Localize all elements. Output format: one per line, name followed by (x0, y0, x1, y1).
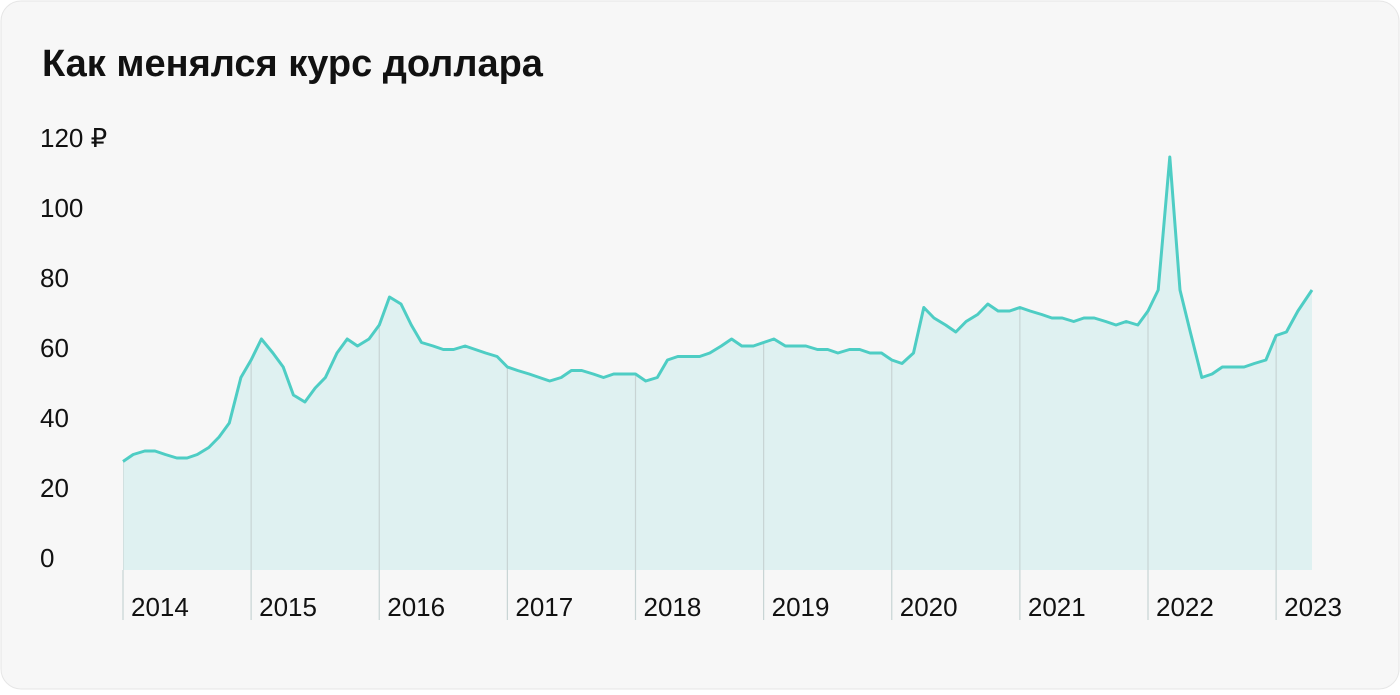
y-tick-label: 100 (40, 193, 83, 223)
y-tick-label: 80 (40, 263, 69, 293)
x-tick-label: 2015 (259, 592, 317, 622)
y-tick-label: 20 (40, 473, 69, 503)
x-tick-label: 2014 (131, 592, 189, 622)
y-tick-label: 120 ₽ (40, 123, 107, 153)
area (123, 157, 1312, 570)
y-tick-label: 40 (40, 403, 69, 433)
x-tick-label: 2020 (900, 592, 958, 622)
line (122, 155, 1314, 463)
y-tick-label: 60 (40, 333, 69, 363)
x-tick-label: 2016 (387, 592, 445, 622)
x-tick-label: 2023 (1284, 592, 1342, 622)
x-tick-label: 2017 (515, 592, 573, 622)
y-tick-label: 0 (40, 543, 54, 573)
x-tick-label: 2021 (1028, 592, 1086, 622)
x-tick-label: 2022 (1156, 592, 1214, 622)
chart-title: Как менялся курс доллара (42, 43, 544, 85)
x-tick-label: 2019 (772, 592, 830, 622)
x-tick-label: 2018 (644, 592, 702, 622)
